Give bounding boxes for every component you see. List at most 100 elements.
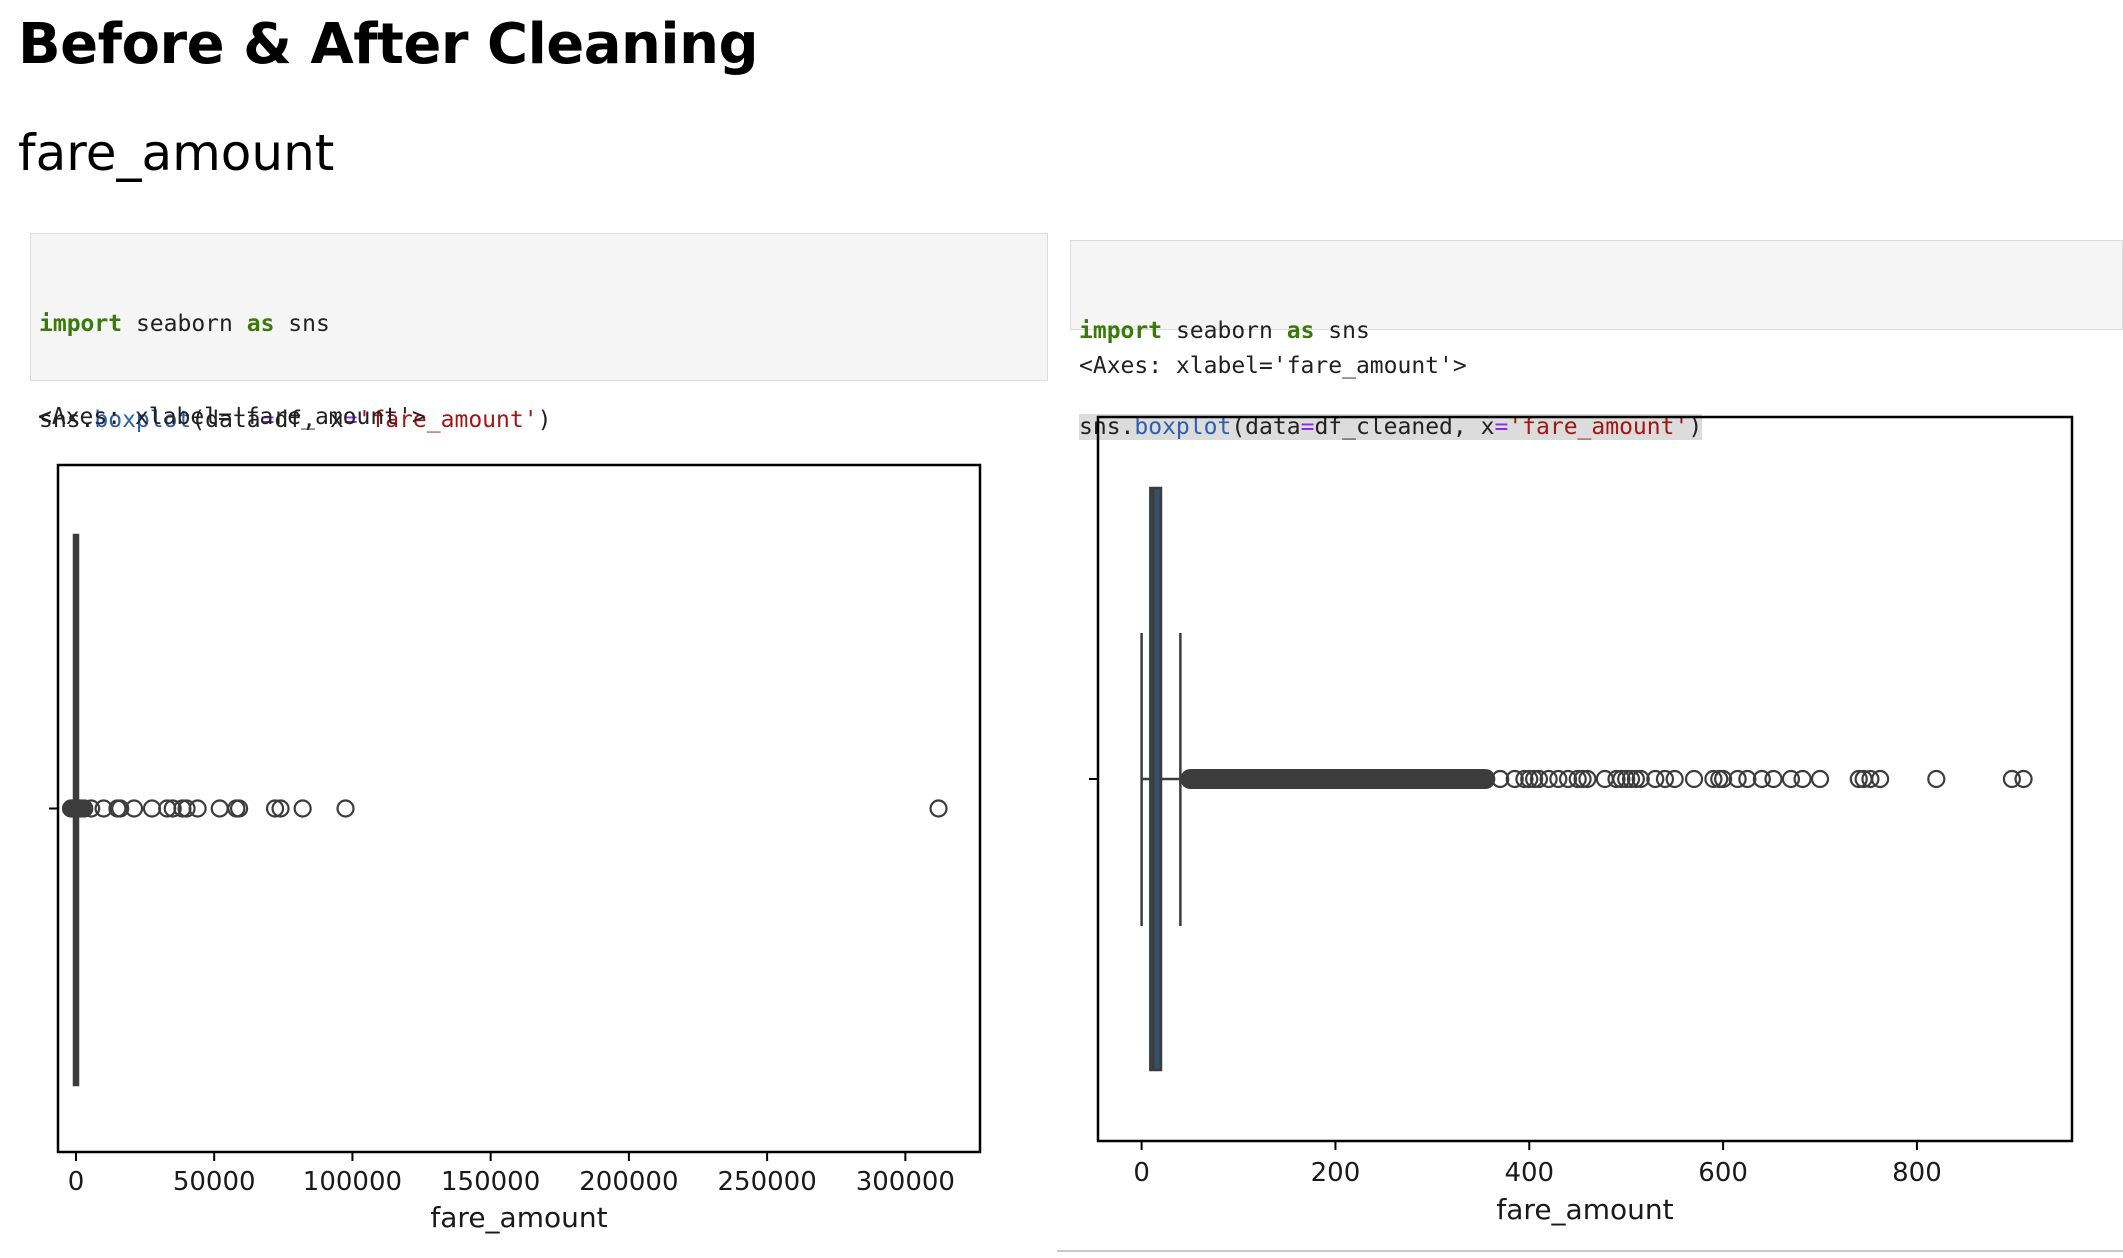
code-text: ) — [1688, 414, 1703, 440]
x-tick-label: 200 — [1311, 1158, 1361, 1188]
outlier-point — [1871, 769, 1890, 789]
code-cell-after[interactable]: import seaborn as sns sns.boxplot(data=d… — [1070, 240, 2123, 440]
x-tick-label: 0 — [68, 1167, 85, 1197]
code-string: 'fare_amount' — [357, 407, 538, 433]
page-subtitle: fare_amount — [18, 124, 335, 182]
outlier-point — [1607, 769, 1626, 789]
outlier-point — [1684, 769, 1704, 789]
x-tick-label: 50000 — [173, 1167, 256, 1197]
outlier-point — [1525, 769, 1544, 789]
outlier-band — [1180, 769, 1496, 789]
code-text: (data — [191, 407, 261, 433]
cell-divider — [1057, 1250, 2123, 1252]
code-function: boxplot — [1134, 414, 1232, 440]
code-keyword: import — [39, 311, 123, 337]
code-keyword: import — [1079, 318, 1163, 344]
outlier-point — [1505, 769, 1524, 789]
outlier-point — [336, 799, 355, 818]
code-line-import: import seaborn as sns — [39, 308, 1039, 340]
cell-output-after: <Axes: xlabel='fare_amount'> — [1079, 353, 1467, 379]
outlier-point — [1549, 769, 1568, 789]
outlier-point — [1520, 769, 1539, 789]
outlier-point — [229, 799, 249, 818]
outlier-point — [1738, 769, 1757, 789]
x-tick-label: 100000 — [303, 1167, 402, 1197]
outlier-point — [1568, 769, 1587, 789]
outlier-point — [142, 799, 162, 818]
x-tick-label: 800 — [1892, 1158, 1942, 1188]
outlier-point — [163, 799, 182, 818]
code-keyword: as — [246, 311, 275, 337]
code-string: 'fare_amount' — [1508, 414, 1689, 440]
outlier-point — [1665, 769, 1684, 789]
code-keyword: as — [1286, 318, 1315, 344]
page-title: Before & After Cleaning — [18, 12, 759, 77]
axes-frame — [56, 463, 982, 1154]
code-text: df, x — [274, 407, 344, 433]
outlier-point — [188, 799, 207, 818]
outlier-point — [1626, 769, 1645, 789]
outlier-point — [271, 799, 290, 818]
outlier-point — [929, 799, 948, 818]
outlier-point — [1704, 769, 1723, 789]
selected-code: sns.boxplot(data=df_cleaned, x='fare_amo… — [1079, 414, 1703, 440]
outlier-point — [1515, 769, 1534, 789]
code-cell-before[interactable]: import seaborn as sns sns.boxplot(data=d… — [30, 233, 1048, 433]
x-tick-label: 200000 — [579, 1167, 678, 1197]
code-operator: = — [1300, 414, 1315, 440]
outlier-point — [1714, 769, 1733, 789]
outlier-point — [2002, 769, 2022, 789]
code-module: seaborn — [122, 311, 247, 337]
code-line-boxplot: sns.boxplot(data=df_cleaned, x='fare_amo… — [1079, 411, 2114, 443]
outlier-point — [75, 799, 94, 818]
x-tick-label: 150000 — [441, 1167, 540, 1197]
outlier-point — [1764, 769, 1783, 789]
outlier-point — [1621, 769, 1641, 789]
outlier-point — [1646, 769, 1665, 789]
x-axis-label: fare_amount — [430, 1201, 607, 1234]
outlier-point — [1617, 769, 1636, 789]
code-function: boxplot — [94, 407, 192, 433]
outlier-point — [124, 799, 144, 818]
x-tick-label: 600 — [1698, 1158, 1748, 1188]
outlier-point — [111, 799, 130, 818]
code-text: df_cleaned, x — [1314, 414, 1495, 440]
x-tick-label: 250000 — [717, 1167, 816, 1197]
cell-output-before: <Axes: xlabel='fare_amount'> — [38, 404, 426, 430]
code-module: seaborn — [1162, 318, 1287, 344]
code-alias: sns — [1314, 318, 1370, 344]
outlier-point — [1539, 769, 1558, 789]
outlier-point — [1752, 769, 1771, 789]
outlier-point — [265, 799, 285, 818]
x-tick-label: 0 — [1133, 1158, 1150, 1188]
iqr-box — [1149, 486, 1163, 1072]
code-text: sns. — [1079, 414, 1135, 440]
outlier-point — [82, 799, 101, 818]
outlier-point — [1810, 769, 1830, 789]
code-text: (data — [1231, 414, 1301, 440]
outlier-point — [293, 799, 312, 818]
outlier-point — [1861, 769, 1880, 789]
outlier-point — [1728, 769, 1747, 789]
outlier-point — [1781, 769, 1801, 789]
code-operator: = — [343, 407, 358, 433]
outlier-point — [1849, 769, 1868, 789]
code-operator: = — [1494, 414, 1509, 440]
code-text: ) — [537, 407, 552, 433]
code-line-boxplot: sns.boxplot(data=df, x='fare_amount') — [39, 404, 1039, 436]
outlier-point — [1578, 769, 1597, 789]
code-operator: = — [260, 407, 275, 433]
outlier-point — [1631, 769, 1650, 789]
outlier-point — [2014, 769, 2033, 789]
outlier-point — [177, 799, 196, 818]
outlier-point — [1558, 769, 1578, 789]
code-line-import: import seaborn as sns — [1079, 315, 2114, 347]
outlier-point — [1612, 769, 1631, 789]
outlier-point — [1491, 769, 1510, 789]
outlier-point — [1655, 769, 1675, 789]
code-text: sns. — [39, 407, 95, 433]
outlier-point — [1529, 769, 1549, 789]
outlier-point — [210, 799, 229, 818]
x-tick-label: 300000 — [856, 1167, 955, 1197]
